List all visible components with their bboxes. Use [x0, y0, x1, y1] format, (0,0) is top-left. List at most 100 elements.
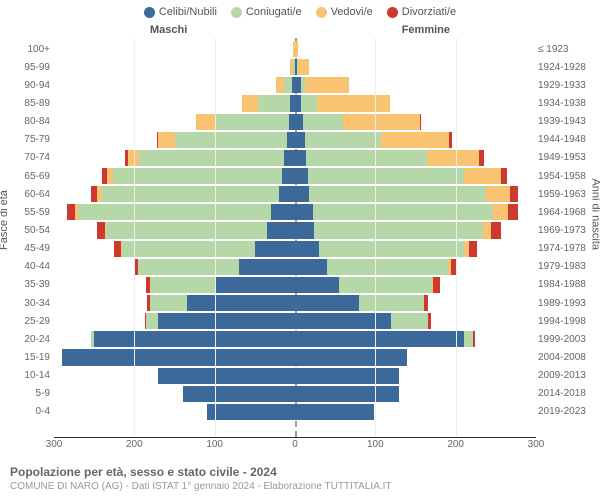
bar-segment: [216, 114, 288, 130]
footer: Popolazione per età, sesso e stato civil…: [10, 465, 590, 492]
bar-segment: [433, 277, 439, 293]
bar-segment: [284, 77, 292, 93]
bar-segment: [295, 132, 305, 148]
age-label: 25-29: [10, 316, 50, 327]
bar-segment: [469, 241, 477, 257]
age-label: 80-84: [10, 116, 50, 127]
male-bar: [54, 386, 295, 402]
bar-segment: [279, 186, 295, 202]
gridline: [134, 38, 135, 437]
bar-segment: [139, 150, 284, 166]
birth-year-label: 2004-2008: [538, 352, 592, 363]
age-row: 0-42019-2023: [54, 403, 536, 421]
female-bar: [295, 386, 536, 402]
bar-segment: [62, 349, 295, 365]
age-row: 75-791944-1948: [54, 131, 536, 149]
birth-year-label: 1954-1958: [538, 171, 592, 182]
bar-segment: [295, 186, 309, 202]
birth-year-label: 1944-1948: [538, 134, 592, 145]
age-label: 85-89: [10, 98, 50, 109]
female-bar: [295, 150, 536, 166]
male-bar: [54, 259, 295, 275]
birth-year-label: ≤ 1923: [538, 44, 592, 55]
chart-area: 100+≤ 192395-991924-192890-941929-193385…: [54, 38, 536, 438]
bar-segment: [267, 222, 295, 238]
female-bar: [295, 222, 536, 238]
female-bar: [295, 259, 536, 275]
male-bar: [54, 295, 295, 311]
female-bar: [295, 95, 536, 111]
x-tick: 100: [367, 439, 384, 450]
bar-segment: [295, 114, 303, 130]
age-row: 85-891934-1938: [54, 94, 536, 112]
bar-segment: [122, 241, 255, 257]
bar-segment: [309, 186, 486, 202]
age-row: 30-341989-1993: [54, 294, 536, 312]
female-bar: [295, 277, 536, 293]
bar-segment: [319, 241, 464, 257]
bar-segment: [339, 277, 431, 293]
x-tick: 200: [447, 439, 464, 450]
chart-subtitle: COMUNE DI NARO (AG) - Dati ISTAT 1° genn…: [10, 481, 590, 492]
bar-segment: [78, 204, 271, 220]
birth-year-label: 1989-1993: [538, 298, 592, 309]
bar-segment: [158, 313, 295, 329]
bar-segment: [106, 222, 267, 238]
age-row: 60-641959-1963: [54, 185, 536, 203]
bar-segment: [282, 168, 295, 184]
birth-year-label: 1969-1973: [538, 225, 592, 236]
legend-swatch: [231, 7, 242, 18]
age-label: 65-69: [10, 171, 50, 182]
bar-segment: [464, 168, 500, 184]
bar-segment: [295, 386, 399, 402]
bar-segment: [158, 368, 295, 384]
bar-segment: [284, 150, 295, 166]
bar-segment: [150, 277, 214, 293]
bar-segment: [359, 295, 423, 311]
age-label: 100+: [10, 44, 50, 55]
age-row: 40-441979-1983: [54, 258, 536, 276]
y-axis-title-left: Fasce di età: [0, 190, 10, 250]
birth-year-label: 1964-1968: [538, 207, 592, 218]
males-label: Maschi: [150, 24, 187, 36]
legend-label: Divorziati/e: [402, 6, 456, 18]
bar-segment: [67, 204, 75, 220]
bar-segment: [183, 386, 295, 402]
bar-segment: [287, 132, 295, 148]
bar-segment: [102, 186, 279, 202]
birth-year-label: 1934-1938: [538, 98, 592, 109]
age-row: 90-941929-1933: [54, 76, 536, 94]
bar-segment: [295, 277, 339, 293]
female-bar: [295, 404, 536, 420]
female-bar: [295, 204, 536, 220]
male-bar: [54, 349, 295, 365]
bar-segment: [483, 222, 491, 238]
bar-segment: [146, 313, 158, 329]
legend-item: Coniugati/e: [231, 6, 302, 18]
age-row: 65-691954-1958: [54, 167, 536, 185]
birth-year-label: 2019-2023: [538, 406, 592, 417]
age-row: 35-391984-1988: [54, 276, 536, 294]
bar-segment: [295, 331, 464, 347]
female-bar: [295, 114, 536, 130]
bar-segment: [207, 404, 295, 420]
bar-segment: [464, 331, 474, 347]
birth-year-label: 1999-2003: [538, 334, 592, 345]
bar-segment: [301, 95, 317, 111]
age-label: 60-64: [10, 189, 50, 200]
age-row: 100+≤ 1923: [54, 40, 536, 58]
age-label: 50-54: [10, 225, 50, 236]
age-row: 55-591964-1968: [54, 203, 536, 221]
bar-segment: [258, 95, 290, 111]
female-bar: [295, 186, 536, 202]
age-label: 45-49: [10, 243, 50, 254]
bar-segment: [175, 132, 287, 148]
birth-year-label: 1929-1933: [538, 80, 592, 91]
x-tick: 200: [126, 439, 143, 450]
birth-year-label: 1939-1943: [538, 116, 592, 127]
bar-segment: [305, 77, 349, 93]
age-label: 10-14: [10, 370, 50, 381]
male-bar: [54, 41, 295, 57]
age-label: 55-59: [10, 207, 50, 218]
bar-segment: [295, 222, 314, 238]
